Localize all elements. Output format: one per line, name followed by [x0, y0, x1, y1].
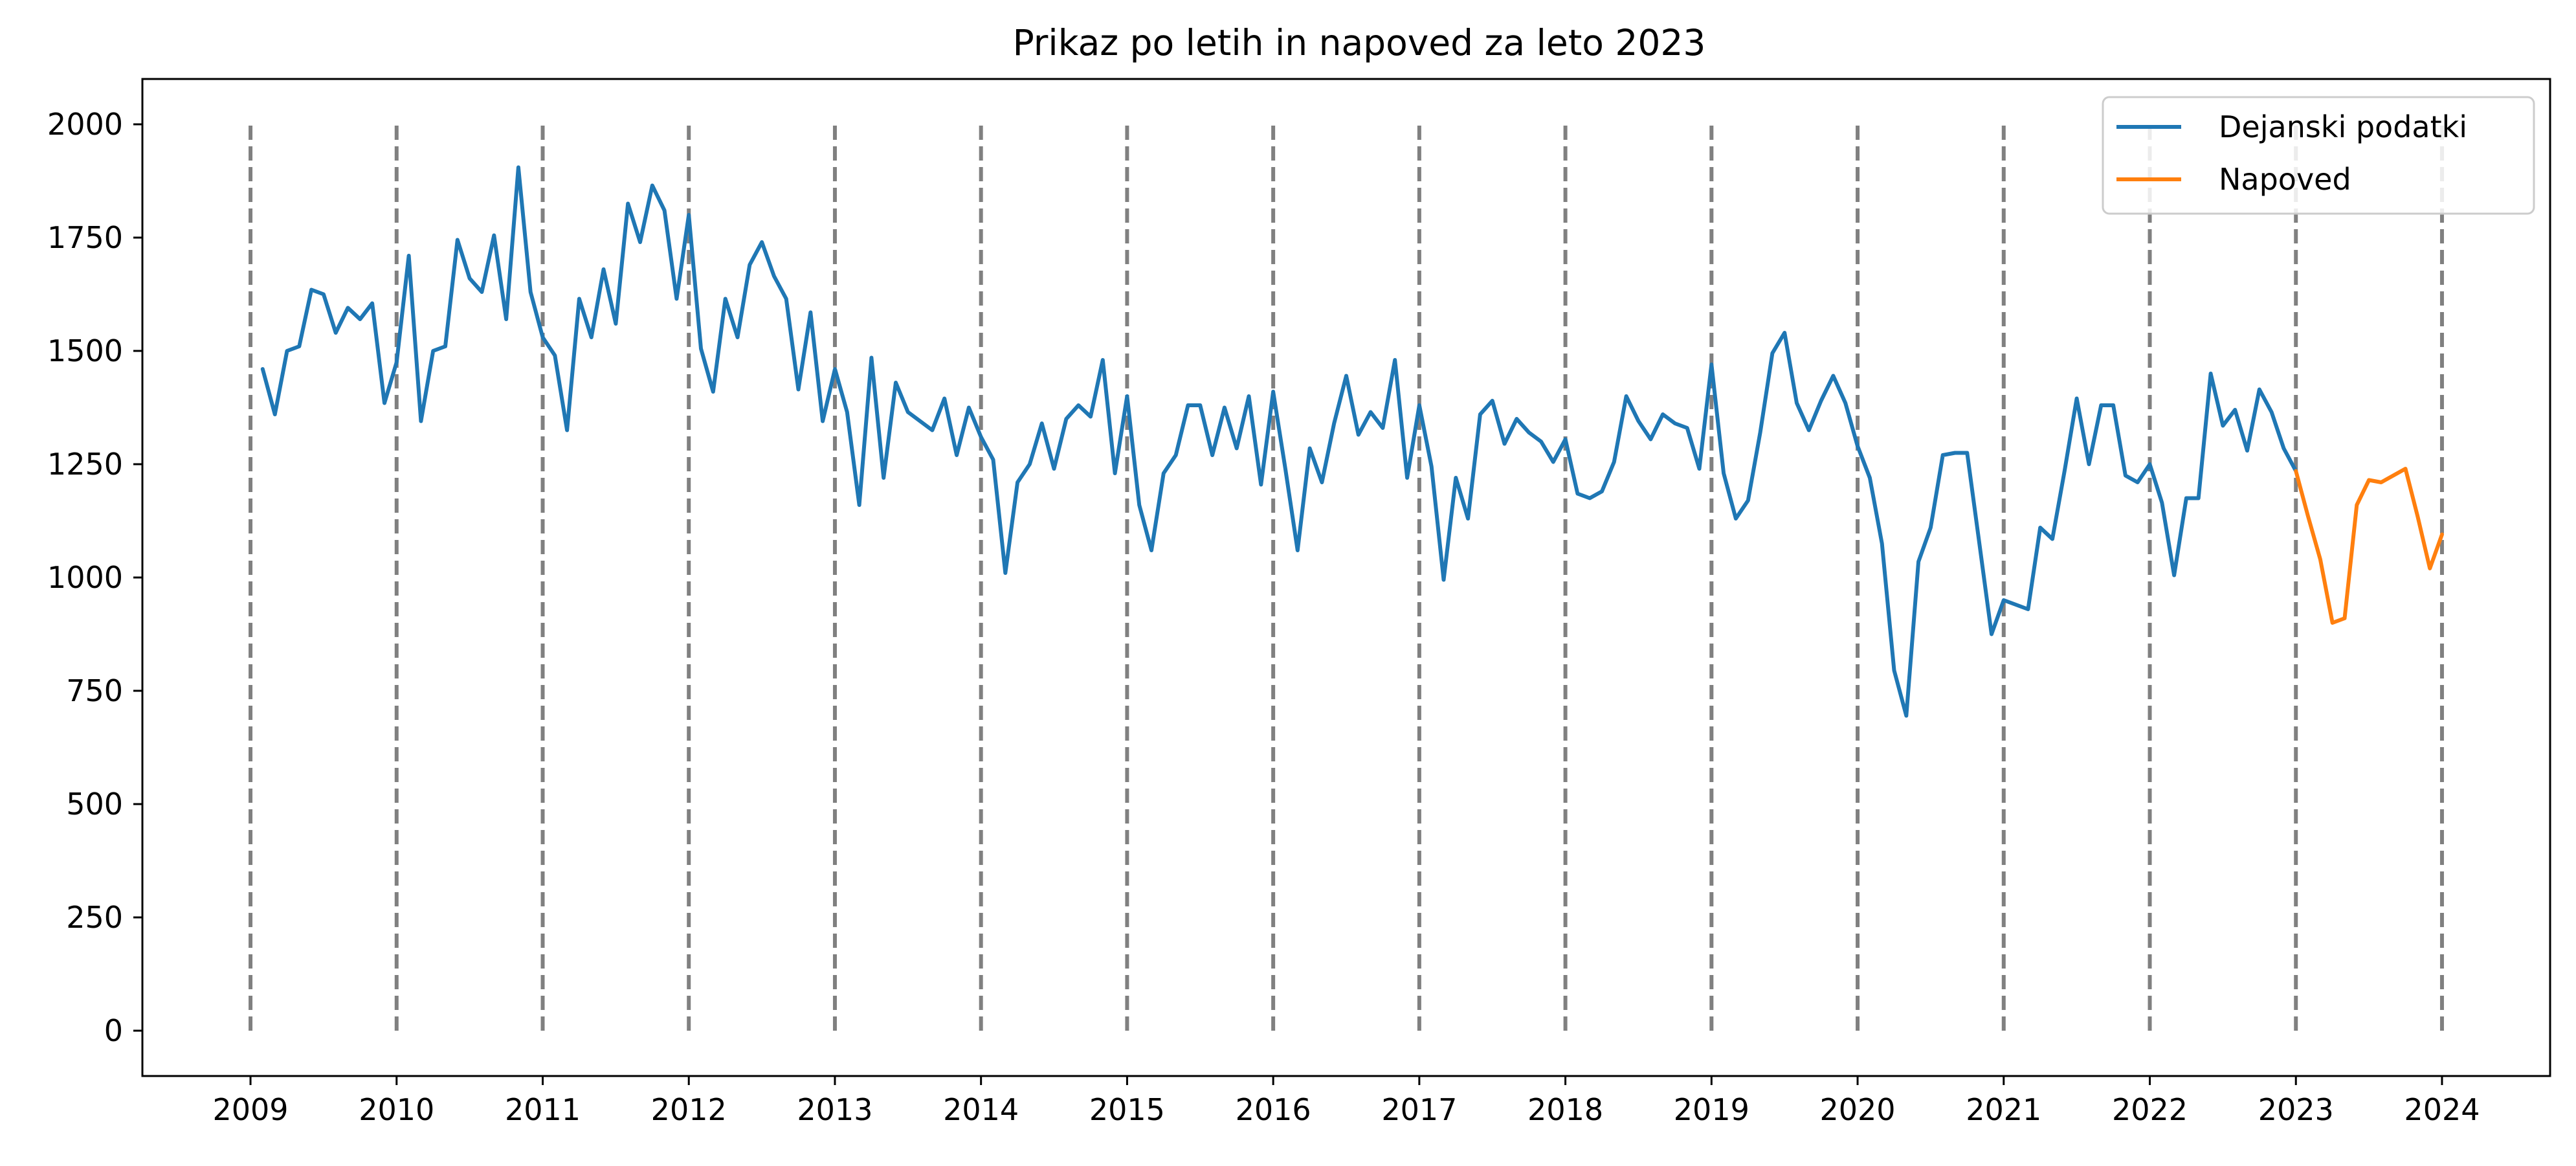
x-tick-label: 2010 [359, 1092, 434, 1127]
x-axis: 2009 2010 2011 2012 2013 2014 2015 2016 2017 2018… [212, 1076, 2480, 1127]
series-layer [260, 165, 2444, 718]
y-tick-label: 750 [66, 673, 123, 708]
x-tick-label: 2021 [1966, 1092, 2041, 1127]
y-tick-label: 0 [104, 1013, 123, 1048]
x-tick-label: 2019 [1674, 1092, 1749, 1127]
y-tick-label: 1500 [47, 333, 123, 368]
chart-title: Prikaz po letih in napoved za leto 2023 [1013, 22, 1706, 63]
plot-area-frame [141, 78, 2551, 1077]
legend-label-forecast: Napoved [2219, 162, 2351, 197]
x-tick-label: 2024 [2404, 1092, 2480, 1127]
y-tick-label: 1750 [47, 220, 123, 255]
x-tick-label: 2013 [797, 1092, 872, 1127]
series-line-actual [260, 165, 2298, 718]
x-tick-label: 2020 [1820, 1092, 1896, 1127]
x-tick-label: 2012 [651, 1092, 727, 1127]
x-tick-label: 2015 [1089, 1092, 1165, 1127]
x-tick-label: 2011 [505, 1092, 581, 1127]
x-tick-label: 2017 [1381, 1092, 1457, 1127]
y-tick-label: 2000 [47, 107, 123, 142]
x-tick-label: 2016 [1236, 1092, 1311, 1127]
y-tick-label: 1000 [47, 560, 123, 595]
legend-box [2102, 96, 2535, 215]
x-tick-label: 2014 [943, 1092, 1019, 1127]
y-tick-label: 500 [66, 787, 123, 822]
y-tick-label: 1250 [47, 447, 123, 482]
y-axis: 0 250 500 750 1000 1250 1500 1750 2000 [47, 107, 142, 1048]
legend-label-actual: Dejanski podatki [2219, 109, 2467, 144]
series-line-forecast [2294, 467, 2444, 625]
x-tick-label: 2023 [2258, 1092, 2334, 1127]
x-tick-label: 2018 [1527, 1092, 1603, 1127]
year-marker-lines [249, 124, 2444, 1031]
x-tick-label: 2009 [212, 1092, 288, 1127]
x-tick-label: 2022 [2112, 1092, 2188, 1127]
legend: Dejanski podatki Napoved [2102, 96, 2535, 215]
y-tick-label: 250 [66, 900, 123, 935]
